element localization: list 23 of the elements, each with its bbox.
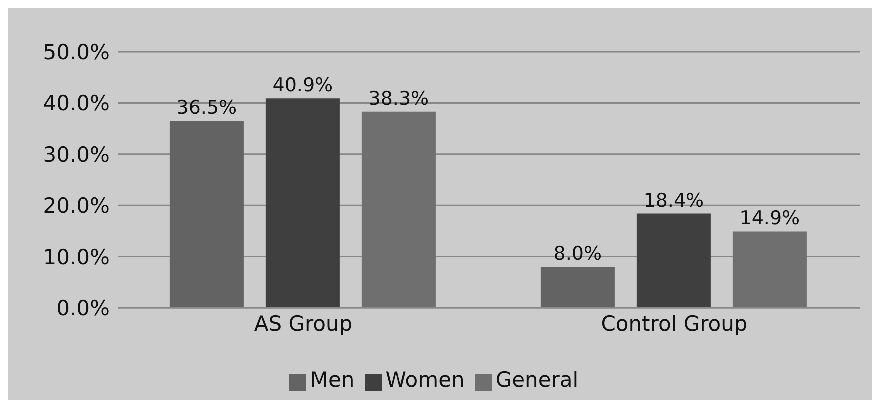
y-tick-label: 0.0% <box>56 296 110 320</box>
legend-label: General <box>496 368 579 392</box>
bar <box>636 214 711 308</box>
data-label: 14.9% <box>740 208 800 230</box>
y-tick-label: 40.0% <box>43 92 110 116</box>
y-tick-label: 20.0% <box>43 194 110 218</box>
bar <box>362 112 436 308</box>
x-tick-label: AS Group <box>254 312 353 336</box>
y-tick-label: 30.0% <box>43 142 110 167</box>
bar <box>170 121 244 308</box>
legend-label: Women <box>386 368 465 392</box>
y-tick-label: 10.0% <box>43 245 110 270</box>
legend-label: Men <box>310 368 355 392</box>
bar <box>266 98 340 308</box>
bar <box>732 232 807 308</box>
y-tick-label: 50.0% <box>43 40 110 64</box>
bar <box>540 267 615 308</box>
data-label: 40.9% <box>272 74 334 97</box>
data-label: 8.0% <box>554 243 602 266</box>
data-label: 38.3% <box>368 88 430 110</box>
x-tick-label: Control Group <box>601 312 748 336</box>
data-label: 18.4% <box>644 190 704 212</box>
data-label: 36.5% <box>176 97 238 120</box>
